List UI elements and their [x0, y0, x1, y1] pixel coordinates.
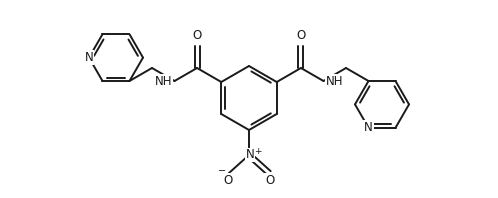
Text: +: + [254, 148, 261, 156]
Text: O: O [192, 29, 202, 42]
Text: NH: NH [155, 74, 172, 88]
Text: N: N [246, 148, 254, 162]
Text: N: N [364, 121, 373, 134]
Text: −: − [218, 166, 226, 176]
Text: O: O [265, 174, 274, 187]
Text: O: O [224, 174, 233, 187]
Text: O: O [296, 29, 306, 42]
Text: NH: NH [326, 74, 343, 88]
Text: N: N [85, 51, 93, 64]
